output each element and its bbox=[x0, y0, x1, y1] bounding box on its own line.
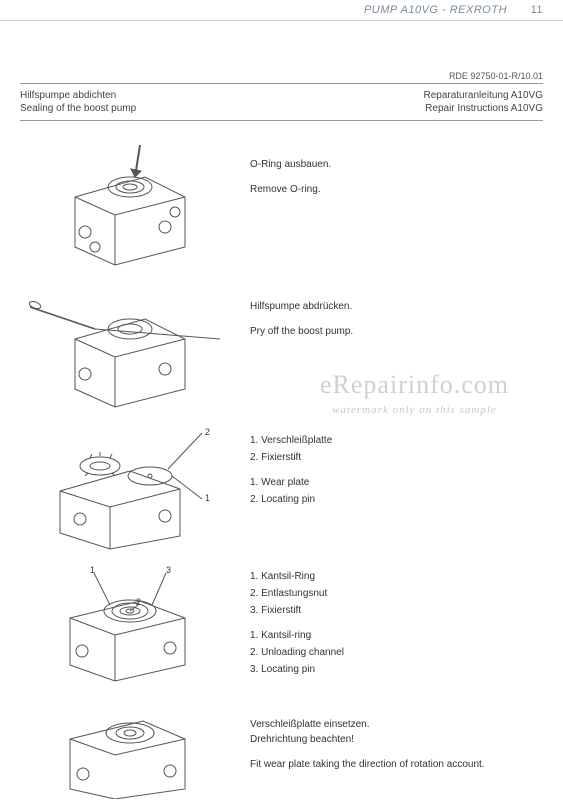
step-4-text: 1. Kantsil-Ring 2. Entlastungsnut 3. Fix… bbox=[230, 563, 543, 687]
step-4-de-1: 1. Kantsil-Ring bbox=[250, 569, 543, 584]
step-2-text: Hilfspumpe abdrücken. Pry off the boost … bbox=[230, 279, 543, 349]
step-3: 1 2 1. Verschleißplatte 2. Fixierstift 1… bbox=[0, 415, 563, 557]
callout-1: 1 bbox=[205, 493, 210, 503]
title-left-de: Hilfspumpe abdichten bbox=[20, 90, 136, 101]
title-right-en: Repair Instructions A10VG bbox=[423, 103, 543, 114]
step-3-text: 1. Verschleißplatte 2. Fixierstift 1. We… bbox=[230, 421, 543, 517]
step-2-en: Pry off the boost pump. bbox=[250, 324, 543, 339]
step-2-de: Hilfspumpe abdrücken. bbox=[250, 299, 543, 314]
step-3-en-2: 2. Locating pin bbox=[250, 492, 543, 507]
title-right: Reparaturanleitung A10VG Repair Instruct… bbox=[423, 90, 543, 114]
step-4-de-2: 2. Entlastungsnut bbox=[250, 586, 543, 601]
step-2: Hilfspumpe abdrücken. Pry off the boost … bbox=[0, 273, 563, 415]
header-title: PUMP A10VG - REXROTH bbox=[364, 4, 507, 16]
step-3-de-2: 2. Fixierstift bbox=[250, 450, 543, 465]
title-block: Hilfspumpe abdichten Sealing of the boos… bbox=[20, 86, 543, 121]
callout-4-2: 2 bbox=[136, 597, 141, 607]
document-id: RDE 92750-01-R/10.01 bbox=[449, 71, 543, 81]
step-3-figure: 1 2 bbox=[20, 421, 230, 551]
document-id-row: RDE 92750-01-R/10.01 bbox=[20, 71, 543, 84]
step-3-en-1: 1. Wear plate bbox=[250, 475, 543, 490]
step-1-de: O-Ring ausbauen. bbox=[250, 157, 543, 172]
step-3-de-1: 1. Verschleißplatte bbox=[250, 433, 543, 448]
step-5-en: Fit wear plate taking the direction of r… bbox=[250, 757, 543, 772]
page-header: PUMP A10VG - REXROTH 11 bbox=[0, 0, 563, 21]
step-4-en-2: 2. Unloading channel bbox=[250, 645, 543, 660]
step-1: O-Ring ausbauen. Remove O-ring. bbox=[0, 131, 563, 273]
title-right-de: Reparaturanleitung A10VG bbox=[423, 90, 543, 101]
step-4: 1 2 3 1. Kantsil-Ring 2. Entlastungsnut … bbox=[0, 557, 563, 693]
title-left: Hilfspumpe abdichten Sealing of the boos… bbox=[20, 90, 136, 114]
step-5-text: Verschleißplatte einsetzen. Drehrichtung… bbox=[230, 699, 543, 782]
step-1-figure bbox=[20, 137, 230, 267]
steps-container: O-Ring ausbauen. Remove O-ring. bbox=[0, 131, 563, 805]
step-5: Verschleißplatte einsetzen. Drehrichtung… bbox=[0, 693, 563, 805]
title-left-en: Sealing of the boost pump bbox=[20, 103, 136, 114]
step-1-text: O-Ring ausbauen. Remove O-ring. bbox=[230, 137, 543, 207]
callout-2: 2 bbox=[205, 427, 210, 437]
step-4-de-3: 3. Fixierstift bbox=[250, 603, 543, 618]
step-4-en-1: 1. Kantsil-ring bbox=[250, 628, 543, 643]
step-4-figure: 1 2 3 bbox=[20, 563, 230, 683]
callout-4-1: 1 bbox=[90, 565, 95, 575]
callout-4-3: 3 bbox=[166, 565, 171, 575]
step-1-en: Remove O-ring. bbox=[250, 182, 543, 197]
step-2-figure bbox=[20, 279, 230, 409]
page-number: 11 bbox=[531, 4, 543, 16]
step-5-de: Verschleißplatte einsetzen. Drehrichtung… bbox=[250, 717, 543, 747]
step-4-en-3: 3. Locating pin bbox=[250, 662, 543, 677]
step-5-figure bbox=[20, 699, 230, 799]
